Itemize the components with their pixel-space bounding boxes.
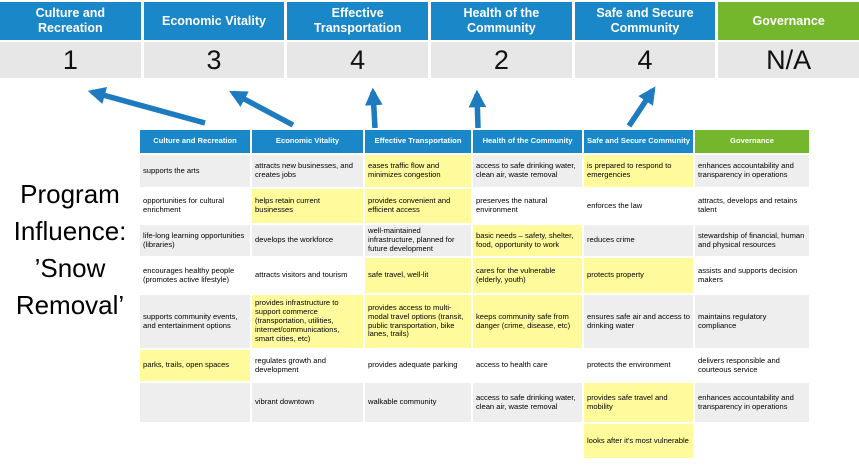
- matrix-cell-r3-c6: stewardship of financial, human and phys…: [695, 225, 809, 256]
- matrix-cell-r1-c6: enhances accountability and transparency…: [695, 155, 809, 187]
- matrix-cell-r4-c3: safe travel, well-lit: [365, 258, 471, 293]
- arrow-economic-vitality: [229, 90, 295, 128]
- summary-grid: Culture and Recreation 1 Economic Vitality…: [0, 2, 859, 78]
- matrix-cell-r3-c1: life-long learning opportunities (librar…: [140, 225, 250, 256]
- matrix-cell-r1-c4: access to safe drinking water, clean air…: [473, 155, 582, 187]
- matrix-cell-r7-c6: enhances accountability and transparency…: [695, 383, 809, 422]
- matrix-cell-r8-c3: [365, 424, 471, 458]
- summary-score-value: 4: [287, 42, 428, 78]
- matrix-cell-r4-c4: cares for the vulnerable (elderly, youth…: [473, 258, 582, 293]
- matrix-cell-r3-c5: reduces crime: [584, 225, 693, 256]
- summary-header-label: Effective Transportation: [287, 2, 428, 40]
- summary-column-6: Governance N/A: [718, 2, 859, 78]
- matrix-cell-r4-c2: attracts visitors and tourism: [252, 258, 363, 293]
- matrix-cell-r7-c1: [140, 383, 250, 422]
- summary-column-3: Effective Transportation 4: [287, 2, 428, 78]
- summary-column-2: Economic Vitality 3: [143, 2, 285, 78]
- matrix-cell-r2-c3: provides convenient and efficient access: [365, 189, 471, 223]
- summary-column-1: Culture and Recreation 1: [0, 2, 141, 78]
- matrix-cell-r8-c1: [140, 424, 250, 458]
- title-line: Influence:: [13, 215, 127, 246]
- matrix-cell-r5-c1: supports community events, and entertain…: [140, 295, 250, 348]
- matrix-header-1: Culture and Recreation: [140, 130, 250, 153]
- matrix-cell-r5-c5: ensures safe air and access to drinking …: [584, 295, 693, 348]
- matrix-cell-r4-c5: protects property: [584, 258, 693, 293]
- matrix-header-5: Safe and Secure Community: [584, 130, 693, 153]
- matrix-cell-r3-c2: develops the workforce: [252, 225, 363, 256]
- matrix-cell-r8-c4: [473, 424, 582, 458]
- summary-score-value: 1: [0, 42, 141, 78]
- summary-column-5: Safe and Secure Community 4: [574, 2, 716, 78]
- program-influence-title: Program Influence: ’Snow Removal’: [0, 176, 140, 324]
- summary-header-label: Safe and Secure Community: [574, 2, 716, 40]
- matrix-cell-r6-c6: delivers responsible and courteous servi…: [695, 350, 809, 381]
- matrix-cell-r6-c5: protects the environment: [584, 350, 693, 381]
- matrix-cell-r2-c4: preserves the natural environment: [473, 189, 582, 223]
- matrix-cell-r8-c5: looks after it's most vulnerable: [584, 424, 693, 458]
- matrix-table: Culture and Recreation Economic Vitality E…: [140, 130, 809, 458]
- summary-column-4: Health of the Community 2: [431, 2, 572, 78]
- title-line: ’Snow: [34, 252, 106, 283]
- matrix-cell-r8-c6: [695, 424, 809, 458]
- matrix-cell-r2-c1: opportunities for cultural enrichment: [140, 189, 250, 223]
- matrix-cell-r4-c1: encourages healthy people (promotes acti…: [140, 258, 250, 293]
- matrix-cell-r1-c5: is prepared to respond to emergencies: [584, 155, 693, 187]
- matrix-cell-r6-c2: regulates growth and development: [252, 350, 363, 381]
- matrix-cell-r7-c5: provides safe travel and mobility: [584, 383, 693, 422]
- matrix-header-6: Governance: [695, 130, 809, 153]
- arrow-culture-and-recreation: [87, 87, 206, 126]
- title-line: Program: [20, 179, 120, 209]
- matrix-cell-r7-c2: vibrant downtown: [252, 383, 363, 422]
- arrow-safe-and-secure-community: [626, 86, 656, 128]
- matrix-cell-r2-c5: enforces the law: [584, 189, 693, 223]
- matrix-cell-r3-c4: basic needs – safety, shelter, food, opp…: [473, 225, 582, 256]
- arrow-effective-transportation: [364, 87, 383, 129]
- summary-score-value: 2: [431, 42, 572, 78]
- summary-header-label: Economic Vitality: [143, 2, 285, 40]
- summary-score-value: N/A: [718, 42, 859, 78]
- matrix-cell-r4-c6: assists and supports decision makers: [695, 258, 809, 293]
- matrix-cell-r5-c6: maintains regulatory compliance: [695, 295, 809, 348]
- summary-score-value: 4: [574, 42, 716, 78]
- matrix-cell-r7-c4: access to safe drinking water, clean air…: [473, 383, 582, 422]
- matrix-cell-r6-c4: access to health care: [473, 350, 582, 381]
- summary-header-label: Culture and Recreation: [0, 2, 141, 40]
- summary-header-label: Health of the Community: [431, 2, 572, 40]
- matrix-header-2: Economic Vitality: [252, 130, 363, 153]
- summary-score-value: 3: [143, 42, 285, 78]
- matrix-cell-r8-c2: [252, 424, 363, 458]
- arrow-health-of-the-community: [468, 89, 487, 129]
- matrix-cell-r3-c3: well-maintained infrastructure, planned …: [365, 225, 471, 256]
- matrix-cell-r2-c6: attracts, develops and retains talent: [695, 189, 809, 223]
- matrix-cell-r2-c2: helps retain current businesses: [252, 189, 363, 223]
- matrix-cell-r1-c1: supports the arts: [140, 155, 250, 187]
- matrix-header-4: Health of the Community: [473, 130, 582, 153]
- matrix-cell-r1-c3: eases traffic flow and minimizes congest…: [365, 155, 471, 187]
- matrix-cell-r6-c3: provides adequate parking: [365, 350, 471, 381]
- matrix-cell-r1-c2: attracts new businesses, and creates job…: [252, 155, 363, 187]
- matrix-cell-r5-c3: provides access to multi-modal travel op…: [365, 295, 471, 348]
- matrix-cell-r6-c1: parks, trails, open spaces: [140, 350, 250, 381]
- title-line: Removal’: [15, 289, 125, 320]
- matrix-header-3: Effective Transportation: [365, 130, 471, 153]
- matrix-cell-r5-c4: keeps community safe from danger (crime,…: [473, 295, 582, 348]
- matrix-cell-r5-c2: provides infrastructure to support comme…: [252, 295, 363, 348]
- matrix-cell-r7-c3: walkable community: [365, 383, 471, 422]
- summary-header-label: Governance: [718, 2, 859, 40]
